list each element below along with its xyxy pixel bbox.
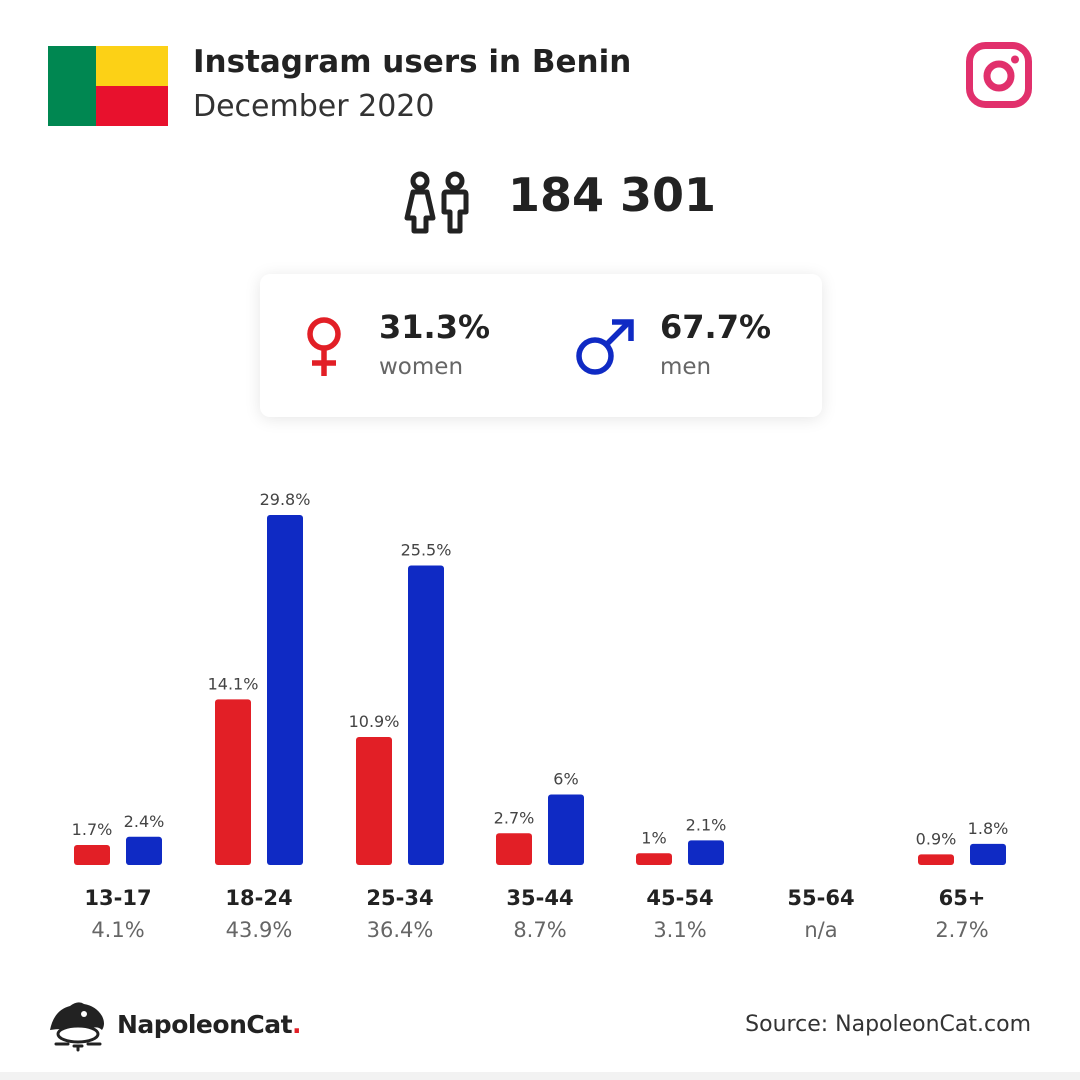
flag-yellow-band: [96, 46, 168, 86]
category-total-35-44: 8.7%: [513, 918, 566, 942]
data-label-women-18-24: 14.1%: [208, 674, 259, 693]
data-label-women-45-54: 1%: [641, 828, 666, 847]
category-label-65+: 65+: [939, 886, 986, 910]
bar-men-13-17: [126, 836, 162, 865]
men-percent: 67.7%: [660, 308, 772, 346]
male-symbol-icon: [576, 319, 634, 375]
women-percent: 31.3%: [379, 308, 491, 346]
category-total-65+: 2.7%: [935, 918, 988, 942]
bottom-strip: [0, 1072, 1080, 1080]
men-label: men: [660, 354, 712, 380]
bar-women-45-54: [636, 853, 672, 865]
country-flag: [48, 46, 168, 126]
bar-men-45-54: [688, 840, 724, 865]
category-label-35-44: 35-44: [506, 886, 573, 910]
users-icon: [404, 171, 469, 234]
bar-men-25-34: [408, 565, 444, 865]
age-gender-bar-chart: 1.7% 2.4% 13-17 4.1% 14.1% 29.8% 18-24 43.9% 10.…: [72, 490, 1009, 942]
data-label-women-65+: 0.9%: [916, 829, 957, 848]
flag-green-band: [48, 46, 96, 126]
bar-men-18-24: [267, 515, 303, 865]
female-symbol-icon: [307, 317, 341, 376]
data-label-women-25-34: 10.9%: [349, 712, 400, 731]
data-label-men-25-34: 25.5%: [401, 541, 452, 560]
data-label-women-35-44: 2.7%: [494, 808, 535, 827]
data-label-men-18-24: 29.8%: [260, 490, 311, 509]
category-label-45-54: 45-54: [646, 886, 713, 910]
flag-red-band: [96, 86, 168, 126]
bar-women-25-34: [356, 736, 392, 865]
category-label-55-64: 55-64: [787, 886, 854, 910]
data-label-men-65+: 1.8%: [968, 819, 1009, 838]
category-total-45-54: 3.1%: [653, 918, 706, 942]
category-total-55-64: n/a: [804, 918, 837, 942]
bar-women-18-24: [215, 699, 251, 865]
category-total-13-17: 4.1%: [91, 918, 144, 942]
data-label-men-13-17: 2.4%: [124, 812, 165, 831]
bar-women-35-44: [496, 833, 532, 865]
bar-men-35-44: [548, 794, 584, 865]
page-subtitle: December 2020: [193, 89, 435, 124]
gender-summary-card: [260, 274, 822, 417]
data-label-men-45-54: 2.1%: [686, 815, 727, 834]
napoleoncat-logo-icon: [50, 1002, 104, 1052]
category-total-18-24: 43.9%: [226, 918, 293, 942]
data-label-men-35-44: 6%: [553, 770, 578, 789]
bar-women-13-17: [74, 845, 110, 865]
source-credit: Source: NapoleonCat.com: [745, 1012, 1031, 1037]
women-label: women: [379, 354, 464, 380]
brand-name: NapoleonCat.: [117, 1010, 302, 1039]
bar-women-65+: [918, 854, 954, 865]
total-users: 184 301: [508, 168, 717, 222]
instagram-icon: [966, 42, 1032, 108]
bar-men-65+: [970, 843, 1006, 865]
category-label-25-34: 25-34: [366, 886, 433, 910]
category-label-13-17: 13-17: [84, 886, 151, 910]
category-total-25-34: 36.4%: [367, 918, 434, 942]
brand-dot: .: [292, 1010, 302, 1039]
brand-name-text: NapoleonCat: [117, 1010, 293, 1039]
page-title: Instagram users in Benin: [193, 44, 632, 80]
data-label-women-13-17: 1.7%: [72, 820, 113, 839]
category-label-18-24: 18-24: [225, 886, 292, 910]
